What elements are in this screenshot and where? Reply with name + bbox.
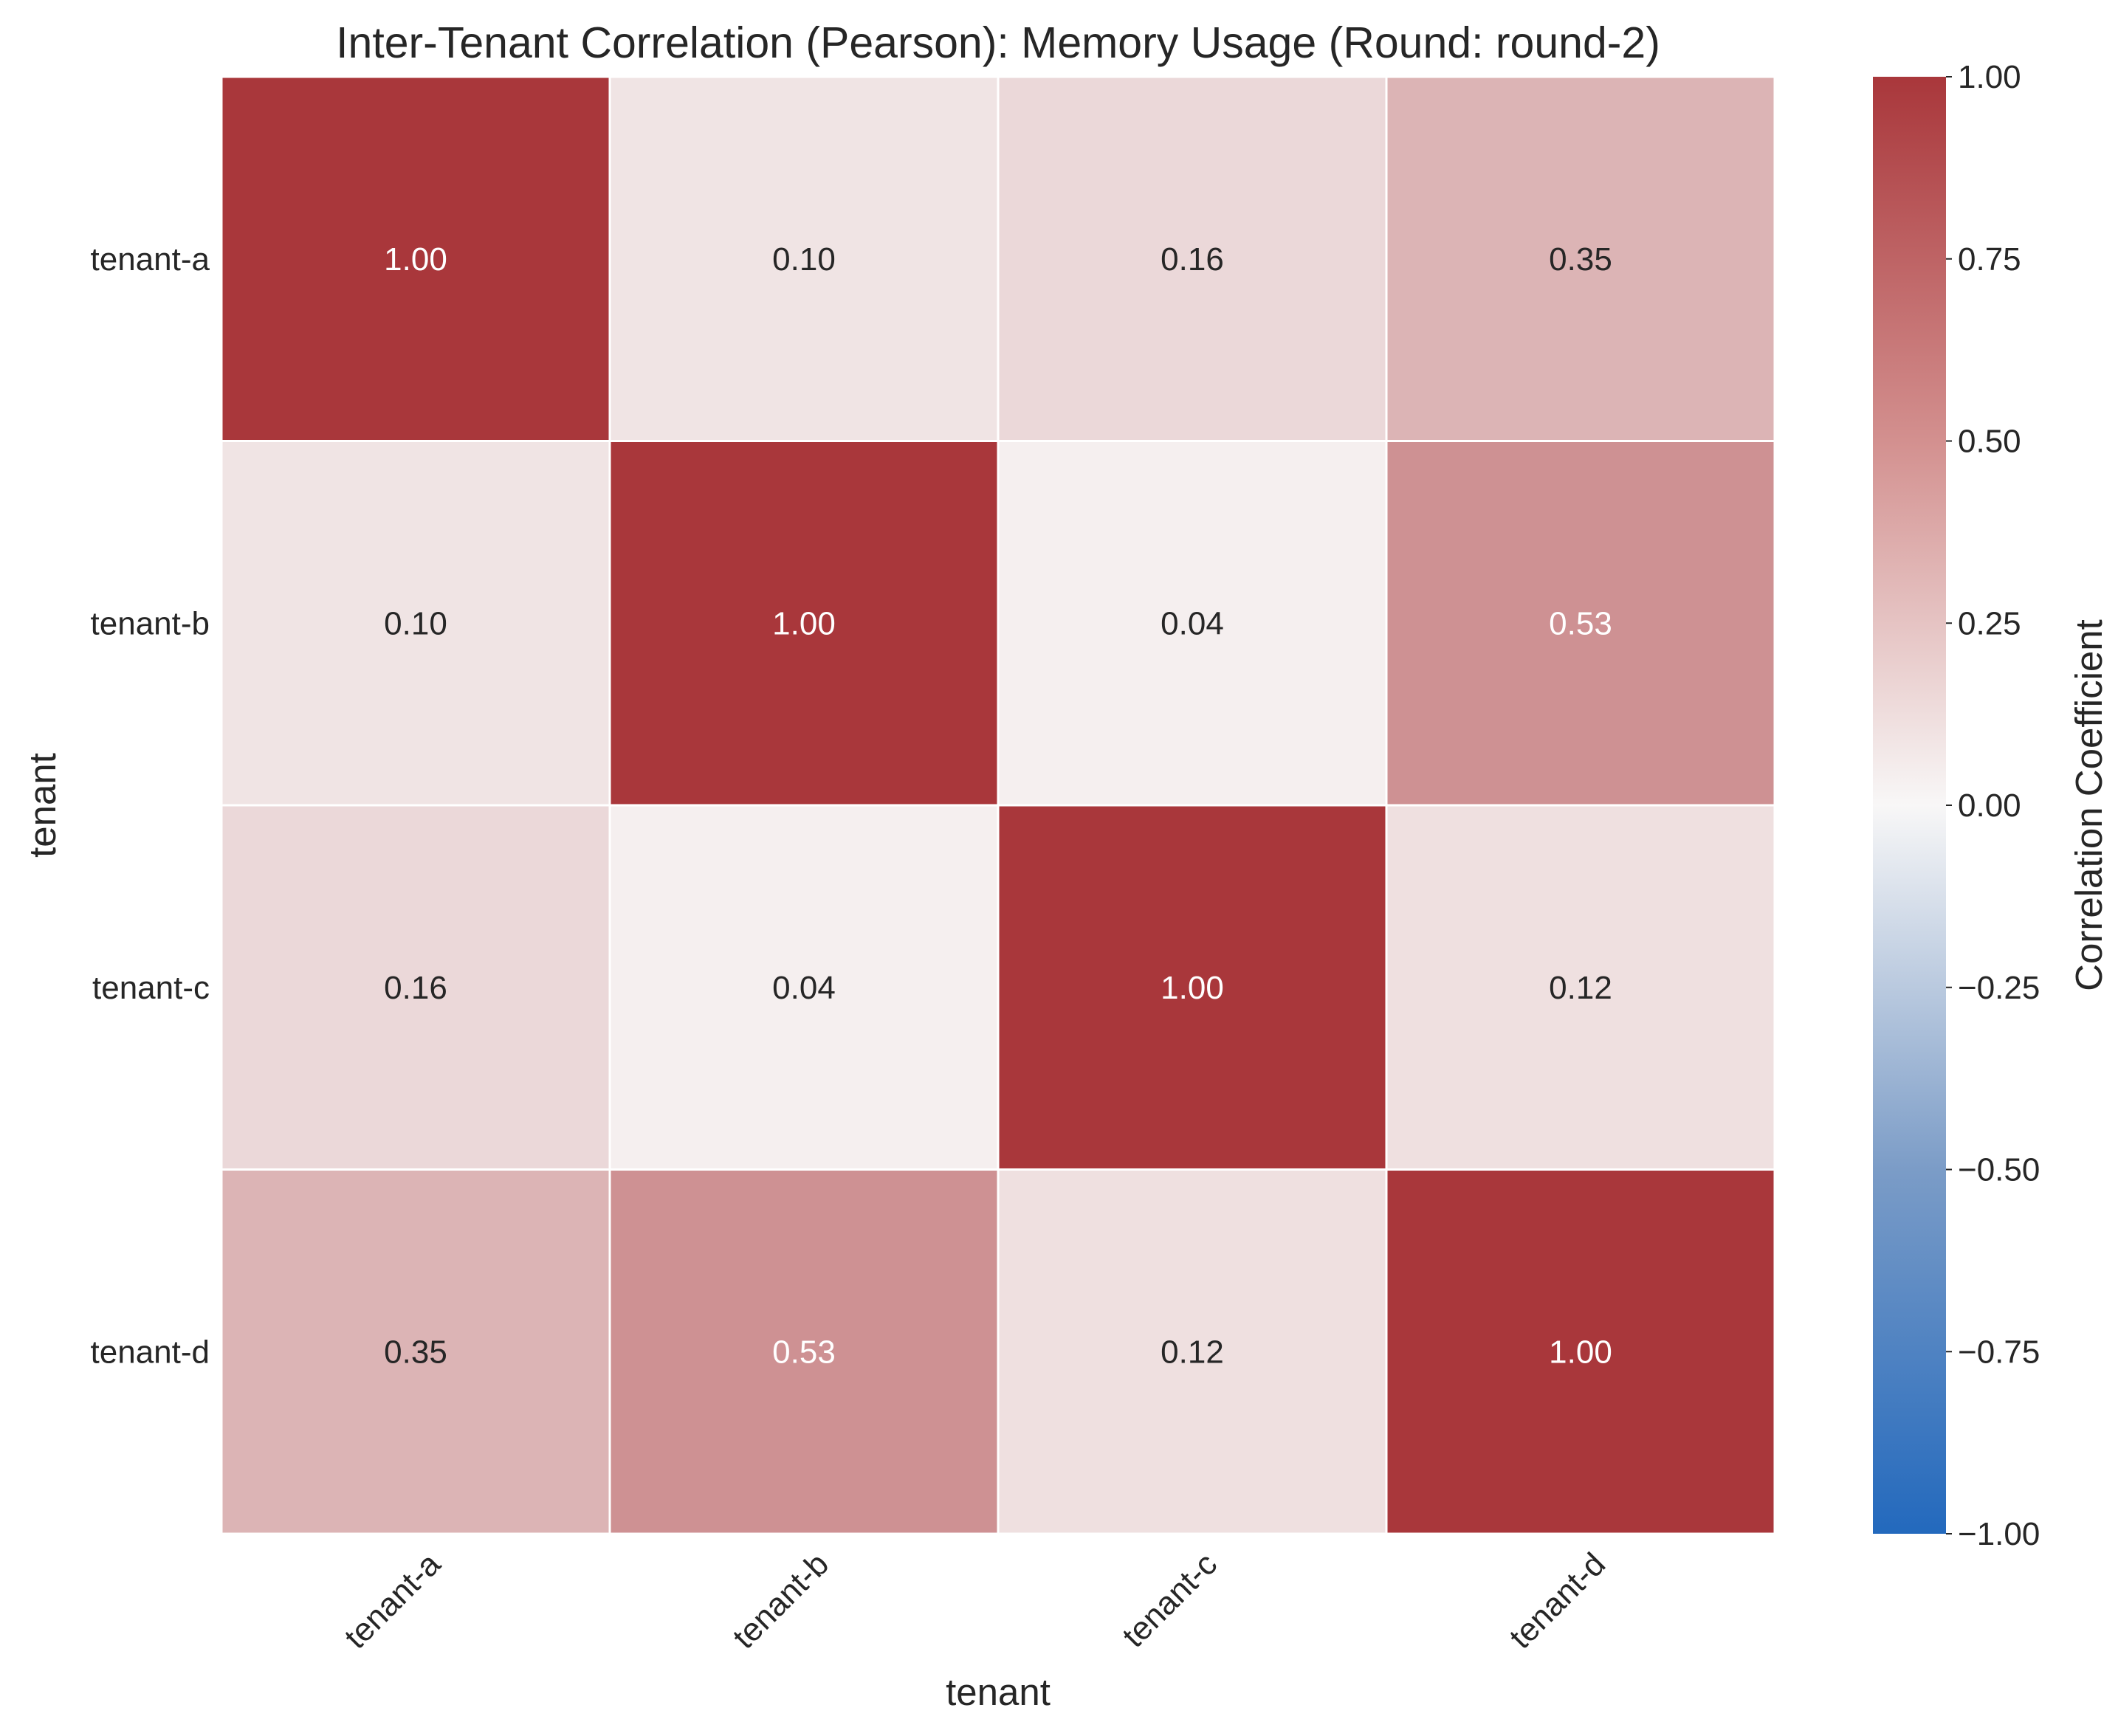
cell-value-label: 0.12 [1549, 970, 1612, 1006]
heatmap-cell [997, 75, 1388, 442]
y-tick-label: tenant-b [91, 605, 210, 641]
cell-value-label: 0.10 [384, 605, 447, 641]
heatmap-cell [997, 440, 1388, 807]
x-tick-label: tenant-a [337, 1546, 447, 1656]
cell-value-label: 0.04 [1161, 605, 1224, 641]
x-tick-label: tenant-b [726, 1546, 836, 1656]
y-tick-labels: tenant-a tenant-b tenant-c tenant-d [91, 241, 210, 1371]
colorbar-tick-label: 0.25 [1958, 605, 2021, 641]
y-tick-label: tenant-d [91, 1334, 210, 1370]
heatmap-cell [1385, 440, 1776, 807]
cell-value-label: 0.53 [772, 1334, 836, 1370]
heatmap-cells: 1.00 0.10 0.16 0.35 0.10 1.00 0.04 0.53 0.16 0.04… [220, 75, 1776, 1535]
x-tick-label: tenant-c [1115, 1546, 1224, 1654]
colorbar-tick-label: −0.75 [1958, 1334, 2040, 1370]
colorbar-tick-label: 0.75 [1958, 241, 2021, 278]
colorbar-tick-label: 0.50 [1958, 424, 2021, 460]
heatmap-cell [220, 1168, 611, 1535]
cell-value-label: 0.53 [1549, 605, 1612, 641]
cell-value-label: 1.00 [384, 241, 447, 278]
cell-value-label: 0.16 [1161, 241, 1224, 278]
colorbar-tick-label: −0.25 [1958, 970, 2040, 1006]
x-tick-labels: tenant-a tenant-b tenant-c tenant-d [337, 1546, 1612, 1656]
cell-value-label: 0.35 [384, 1334, 447, 1370]
colorbar [1873, 77, 1946, 1534]
colorbar-tick-label: 0.00 [1958, 788, 2021, 824]
cell-value-label: 1.00 [1549, 1334, 1612, 1370]
colorbar-tick-label: 1.00 [1958, 59, 2021, 95]
colorbar-tick-label: −1.00 [1958, 1516, 2040, 1552]
heatmap-cell [220, 75, 611, 442]
y-axis-label: tenant [21, 753, 63, 858]
chart-title: Inter-Tenant Correlation (Pearson): Memo… [336, 18, 1660, 67]
x-axis-label: tenant [946, 1671, 1051, 1713]
cell-value-label: 0.16 [384, 970, 447, 1006]
heatmap-cell [608, 75, 1000, 442]
cell-value-label: 0.10 [772, 241, 836, 278]
colorbar-ticks: 1.00 0.75 0.50 0.25 0.00 −0.25 −0.50 −0.75 −1.00 [1946, 59, 2040, 1552]
heatmap-cell [608, 1168, 1000, 1535]
cell-value-label: 1.00 [772, 605, 836, 641]
cell-value-label: 1.00 [1161, 970, 1224, 1006]
heatmap-cell [1385, 75, 1776, 442]
heatmap-cell [1385, 1168, 1776, 1535]
heatmap-cell [997, 1168, 1388, 1535]
cell-value-label: 0.04 [772, 970, 836, 1006]
heatmap-cell [1385, 804, 1776, 1171]
heatmap-cell [608, 804, 1000, 1171]
heatmap-cell [608, 440, 1000, 807]
cell-value-label: 0.12 [1161, 1334, 1224, 1370]
colorbar-label: Correlation Coefficient [2068, 619, 2110, 991]
cell-value-label: 0.35 [1549, 241, 1612, 278]
heatmap-cell [220, 440, 611, 807]
x-tick-label: tenant-d [1502, 1546, 1612, 1656]
y-tick-label: tenant-c [92, 970, 210, 1006]
colorbar-tick-label: −0.50 [1958, 1152, 2040, 1188]
y-tick-label: tenant-a [91, 241, 210, 278]
